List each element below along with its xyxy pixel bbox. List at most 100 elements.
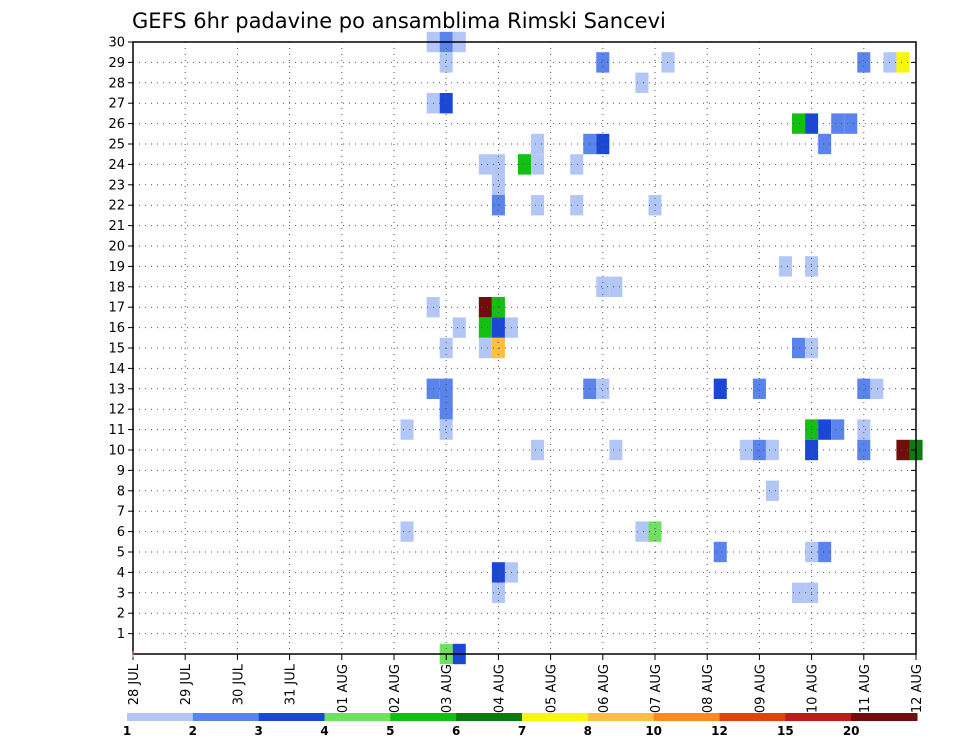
precip-cell (439, 399, 453, 420)
y-tick-label: 30 (108, 36, 125, 51)
precip-cell (713, 541, 727, 563)
x-tick-label: 11 AUG (858, 664, 873, 713)
precip-cell (531, 195, 545, 216)
precip-cell (400, 521, 414, 542)
precip-cell (765, 480, 779, 501)
colorbar-swatch (324, 713, 391, 721)
precip-cell (531, 439, 545, 461)
precip-cell (739, 439, 753, 461)
precip-cell (831, 419, 845, 440)
x-tick-label: 02 AUG (388, 664, 403, 713)
precip-cell (609, 276, 623, 297)
colorbar-label: 6 (452, 724, 460, 738)
colorbar-swatch (653, 713, 720, 721)
colorbar-label: 5 (386, 724, 394, 738)
precip-cell (596, 378, 610, 399)
colorbar-swatch (258, 713, 325, 721)
y-tick-label: 18 (108, 280, 125, 295)
colorbar-swatch (719, 713, 786, 721)
precip-cell (491, 297, 505, 318)
precip-cell (491, 582, 505, 603)
y-tick-label: 1 (117, 627, 125, 642)
colorbar-label: 12 (711, 724, 728, 738)
precip-cell (792, 113, 806, 134)
x-tick-label: 06 AUG (597, 664, 612, 713)
precip-cell (870, 378, 884, 399)
colorbar-swatch (851, 713, 918, 721)
precip-cell (570, 195, 584, 216)
precip-cell (439, 419, 453, 440)
y-tick-label: 21 (108, 219, 125, 234)
y-tick-label: 22 (108, 199, 125, 214)
precip-cell (531, 154, 545, 175)
y-tick-label: 23 (108, 178, 125, 193)
precip-cell (478, 317, 492, 338)
precip-cell (713, 378, 727, 399)
x-tick-label: 29 JUL (179, 663, 194, 705)
x-tick-label: 09 AUG (753, 664, 768, 713)
precip-cell (818, 133, 832, 155)
y-axis: 1234567891011121314151617181920212223242… (108, 36, 916, 642)
y-tick-label: 8 (117, 484, 125, 499)
precip-cell (517, 154, 532, 175)
precip-cell (570, 154, 584, 175)
precip-cell (765, 439, 779, 461)
precip-cell (400, 419, 414, 440)
precip-cell (635, 521, 649, 542)
precip-cell (478, 337, 492, 359)
precip-cell (818, 419, 832, 440)
y-tick-label: 7 (117, 505, 125, 520)
y-tick-label: 4 (117, 566, 125, 581)
grid-lines (133, 42, 916, 654)
precip-cell (831, 113, 845, 134)
x-tick-label: 08 AUG (701, 664, 716, 713)
x-tick-label: 31 JUL (284, 663, 299, 705)
precip-cell (818, 541, 832, 563)
y-tick-label: 27 (108, 97, 125, 112)
precip-cell (752, 378, 766, 399)
colorbar-swatch (456, 713, 523, 721)
colorbar-swatch (785, 713, 852, 721)
precip-cell (778, 256, 793, 277)
x-tick-label: 01 AUG (336, 664, 351, 713)
precip-cell (478, 297, 492, 318)
precip-cell (439, 93, 453, 114)
precip-cell (661, 52, 675, 73)
y-tick-label: 6 (117, 525, 125, 540)
y-tick-label: 5 (117, 546, 125, 561)
colorbar-label: 2 (189, 724, 197, 738)
colorbar-label: 20 (843, 724, 860, 738)
colorbar-label: 7 (518, 724, 526, 738)
precipitation-cells (400, 31, 923, 665)
colorbar-swatch (390, 713, 457, 721)
y-tick-label: 20 (108, 240, 125, 255)
precip-cell (531, 133, 545, 155)
y-tick-label: 26 (108, 117, 125, 132)
y-tick-label: 9 (117, 464, 125, 479)
y-tick-label: 13 (108, 382, 125, 397)
x-tick-label: 07 AUG (649, 664, 664, 713)
y-tick-label: 3 (117, 586, 125, 601)
precip-cell (491, 174, 505, 195)
x-tick-label: 12 AUG (910, 664, 925, 713)
precip-cell (596, 276, 610, 297)
y-tick-label: 2 (117, 607, 125, 622)
y-tick-label: 25 (108, 138, 125, 153)
precip-cell (857, 419, 871, 440)
precip-cell (491, 317, 505, 338)
precip-cell (596, 52, 610, 73)
precip-cell (635, 72, 649, 93)
precip-cell (491, 154, 505, 175)
x-axis: 28 JUL 29 JUL 30 JUL 31 JUL 01 AUG 02 AUG 03 A… (127, 651, 925, 713)
y-tick-label: 12 (108, 403, 125, 418)
y-tick-label: 28 (108, 76, 125, 91)
y-tick-label: 10 (108, 444, 125, 459)
precip-cell (491, 195, 505, 216)
precip-cell (857, 52, 871, 73)
colorbar: 1 2 3 4 5 6 7 8 10 12 15 20 (123, 713, 918, 738)
colorbar-label: 3 (254, 724, 262, 738)
x-tick-label: 10 AUG (806, 664, 821, 713)
y-tick-label: 29 (108, 56, 125, 71)
x-tick-label: 28 JUL (127, 663, 142, 705)
